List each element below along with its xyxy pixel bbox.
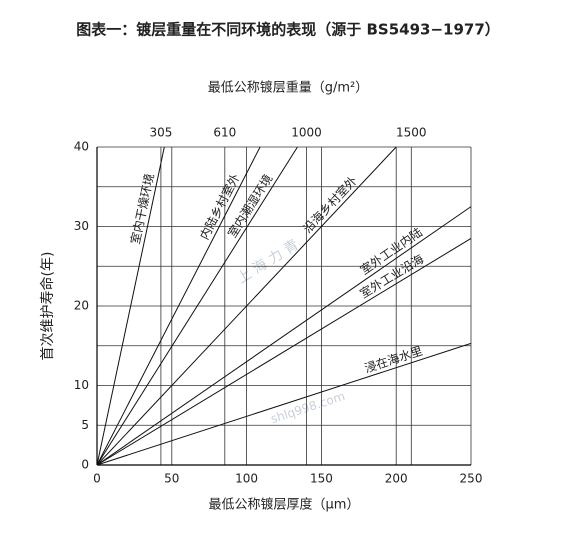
line-series: [96, 146, 261, 466]
y-tick-label: 5: [81, 418, 89, 432]
line-series: [96, 206, 472, 466]
line-series: [96, 146, 165, 466]
x-axis-label: 最低公称镀层厚度（μm）: [209, 497, 360, 513]
line-series: [96, 342, 472, 466]
y-tick-label: 0: [81, 458, 89, 472]
y-tick-label: 10: [74, 378, 89, 392]
series-label: 浸在海水里: [363, 343, 425, 376]
x2-axis-label: 最低公称镀层重量（g/m²）: [208, 80, 369, 96]
chart-title: 图表一：镀层重量在不同环境的表现（源于 BS5493−1977）: [76, 21, 500, 39]
watermark: 上 海 力 青: [234, 237, 301, 287]
x-tick-label: 200: [385, 472, 408, 486]
x-tick-label: 250: [460, 472, 483, 486]
line-series: [96, 146, 298, 466]
watermark: shlq998.com: [269, 389, 347, 426]
x-tick-label: 100: [235, 472, 258, 486]
x2-tick-label: 305: [149, 126, 172, 140]
line-series: [96, 146, 397, 466]
x-tick-label: 150: [310, 472, 333, 486]
x-tick-label: 50: [164, 472, 179, 486]
x2-tick-label: 610: [213, 126, 236, 140]
series-label: 室内干燥环境: [127, 172, 157, 246]
x2-tick-label: 1000: [291, 126, 322, 140]
y-tick-label: 20: [74, 299, 89, 313]
x2-tick-label: 1500: [396, 126, 427, 140]
x-tick-label: 0: [93, 472, 101, 486]
y-tick-label: 40: [74, 140, 89, 154]
y-axis-label: 首次维护寿命(年): [39, 252, 56, 361]
y-tick-label: 30: [74, 219, 89, 233]
line-series: [96, 237, 472, 466]
